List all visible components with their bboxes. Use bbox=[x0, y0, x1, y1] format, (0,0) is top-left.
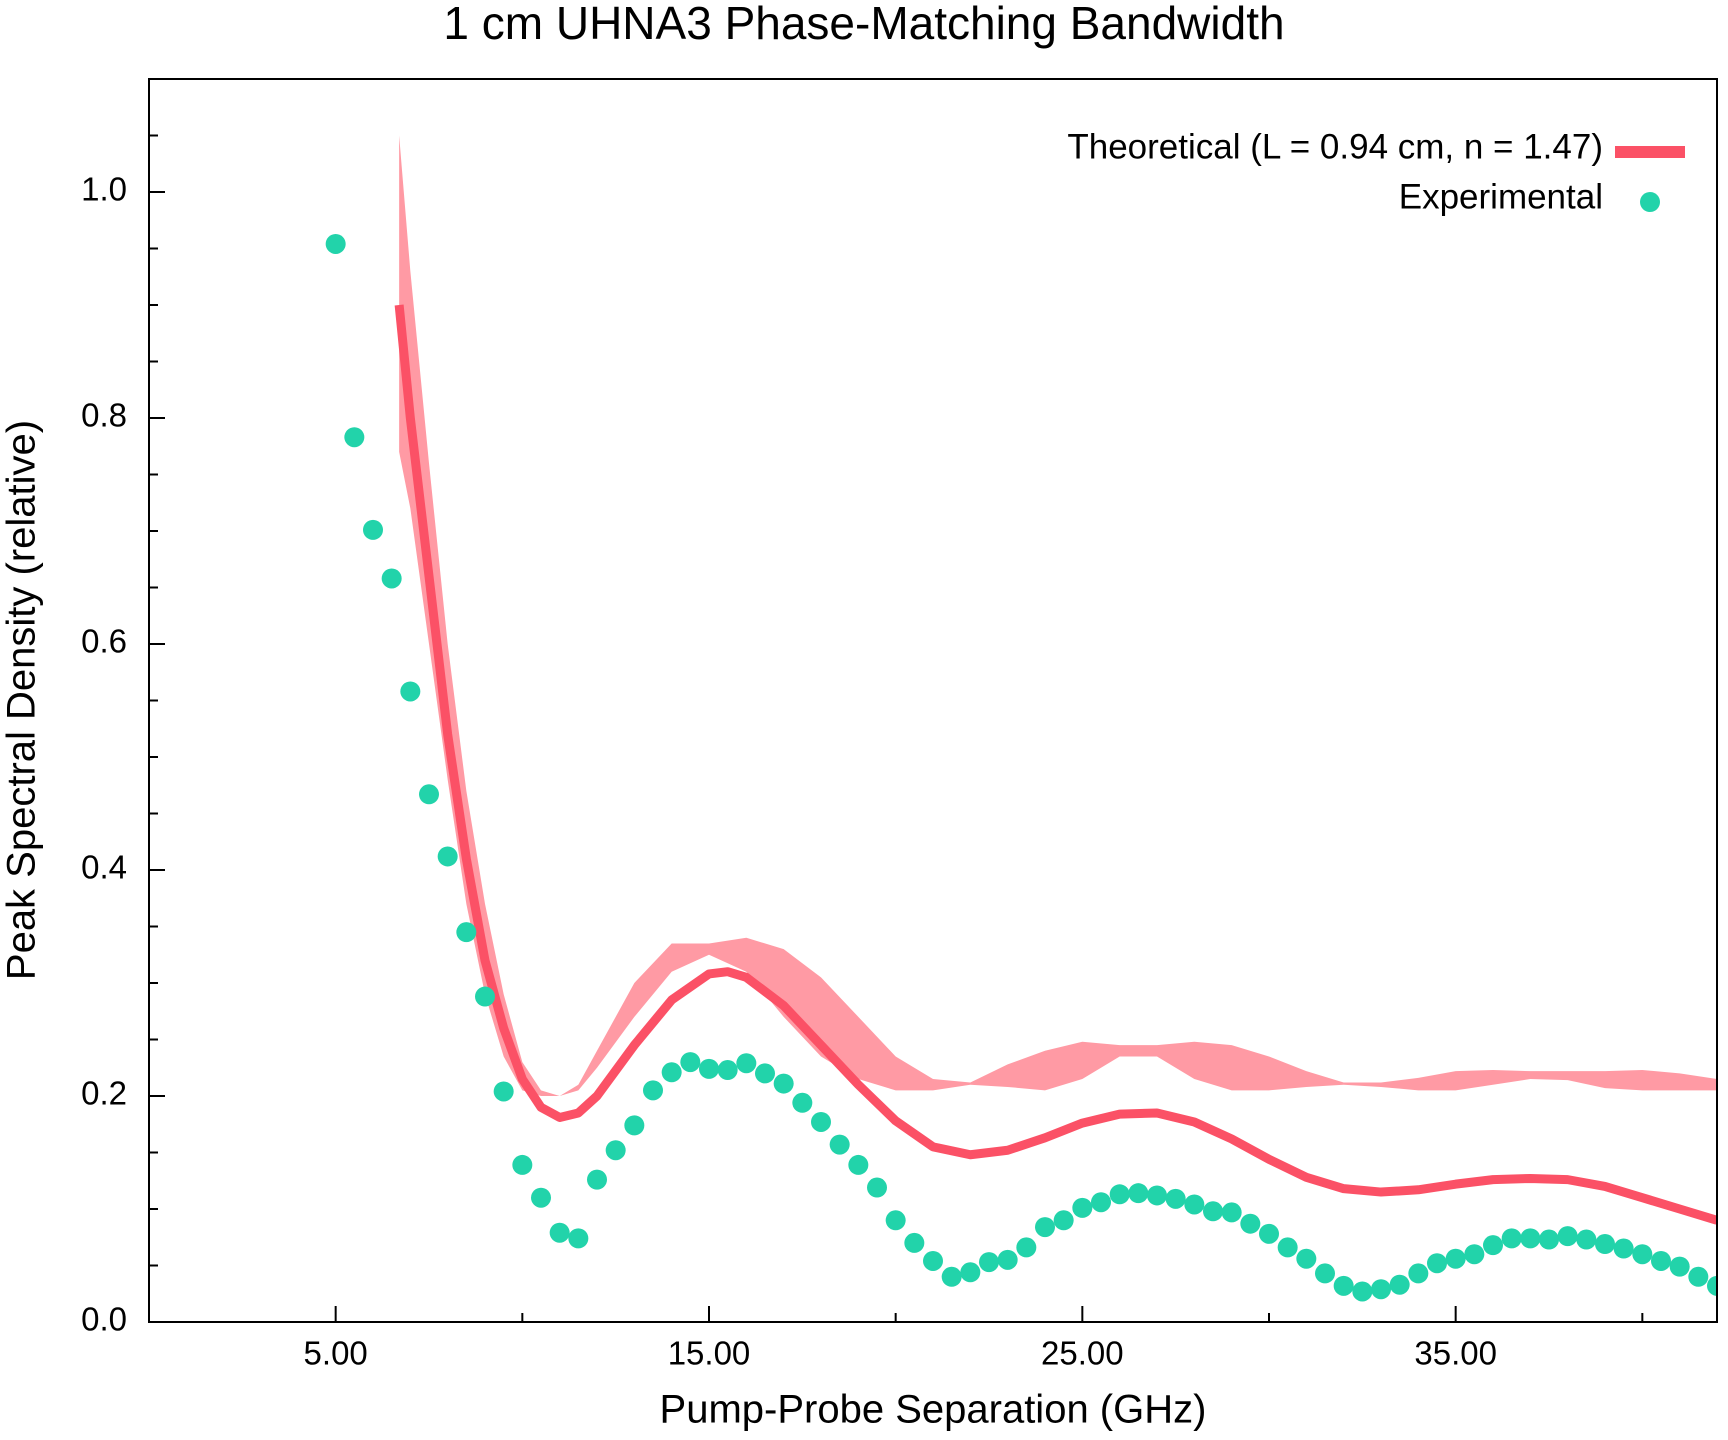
data-point bbox=[1371, 1279, 1391, 1300]
data-point bbox=[1445, 1248, 1466, 1269]
y-tick-label: 1.0 bbox=[81, 171, 127, 208]
data-point bbox=[325, 233, 346, 254]
band-layer bbox=[399, 135, 1717, 1096]
data-point bbox=[1016, 1237, 1037, 1258]
data-point bbox=[1184, 1194, 1205, 1215]
x-tick-label: 15.00 bbox=[668, 1335, 751, 1372]
data-point bbox=[680, 1052, 701, 1073]
data-point bbox=[923, 1250, 943, 1271]
data-point bbox=[1053, 1210, 1074, 1231]
data-point bbox=[829, 1134, 850, 1155]
data-point bbox=[1296, 1248, 1317, 1269]
y-tick-label: 0.0 bbox=[81, 1301, 127, 1338]
data-point bbox=[811, 1111, 831, 1132]
data-point bbox=[755, 1063, 775, 1084]
y-tick-label: 0.8 bbox=[81, 397, 127, 434]
data-point bbox=[475, 986, 495, 1007]
data-point bbox=[1035, 1217, 1055, 1238]
data-point bbox=[1632, 1244, 1653, 1265]
x-axis-label: Pump-Probe Separation (GHz) bbox=[660, 1388, 1207, 1432]
data-point bbox=[1128, 1183, 1149, 1204]
data-point bbox=[1352, 1281, 1373, 1302]
data-point bbox=[1613, 1238, 1634, 1259]
data-point bbox=[1427, 1253, 1447, 1274]
data-point bbox=[997, 1249, 1018, 1270]
data-point bbox=[363, 519, 383, 540]
data-point bbox=[624, 1115, 645, 1136]
data-point bbox=[1315, 1263, 1335, 1284]
x-tick-label: 5.00 bbox=[304, 1335, 368, 1372]
theory-line bbox=[394, 304, 1717, 1225]
data-point bbox=[587, 1169, 607, 1190]
data-point bbox=[1669, 1256, 1690, 1277]
data-point bbox=[1333, 1275, 1354, 1296]
data-point bbox=[960, 1262, 981, 1283]
data-point bbox=[867, 1177, 887, 1198]
data-point bbox=[717, 1060, 738, 1081]
data-point bbox=[419, 784, 439, 805]
data-point bbox=[1072, 1197, 1093, 1218]
data-point bbox=[1091, 1192, 1111, 1213]
data-point bbox=[1539, 1229, 1559, 1250]
data-point bbox=[531, 1187, 551, 1208]
band bbox=[399, 135, 1717, 1096]
data-point bbox=[400, 681, 421, 702]
data-point bbox=[1389, 1274, 1410, 1295]
data-point bbox=[1576, 1229, 1597, 1250]
legend-label: Theoretical (L = 0.94 cm, n = 1.47) bbox=[1067, 127, 1603, 166]
data-point bbox=[1595, 1234, 1615, 1255]
data-point bbox=[904, 1232, 925, 1253]
y-tick-label: 0.2 bbox=[81, 1075, 127, 1112]
data-point bbox=[979, 1252, 999, 1273]
data-point bbox=[1277, 1237, 1298, 1258]
data-point bbox=[493, 1081, 514, 1102]
data-point bbox=[605, 1140, 626, 1161]
data-point bbox=[1203, 1201, 1223, 1222]
data-point bbox=[643, 1080, 663, 1101]
data-point bbox=[1501, 1228, 1522, 1249]
data-point bbox=[568, 1228, 589, 1249]
data-point bbox=[1408, 1263, 1429, 1284]
data-point bbox=[699, 1058, 719, 1079]
data-point bbox=[549, 1222, 570, 1243]
data-point bbox=[1147, 1185, 1167, 1206]
data-point bbox=[941, 1266, 962, 1287]
data-layer bbox=[325, 233, 1717, 1302]
chart-title: 1 cm UHNA3 Phase-Matching Bandwidth bbox=[443, 0, 1284, 49]
x-tick-label: 25.00 bbox=[1041, 1335, 1124, 1372]
data-point bbox=[437, 846, 458, 867]
data-point bbox=[1483, 1235, 1503, 1256]
plot-frame bbox=[148, 78, 1718, 1323]
data-point bbox=[736, 1053, 757, 1074]
data-point bbox=[1464, 1244, 1485, 1265]
data-point bbox=[1240, 1213, 1261, 1234]
data-point bbox=[1707, 1275, 1717, 1296]
x-tick-label: 35.00 bbox=[1414, 1335, 1497, 1372]
legend-label: Experimental bbox=[1399, 177, 1603, 216]
data-point bbox=[1221, 1202, 1242, 1223]
data-point bbox=[1259, 1223, 1279, 1244]
y-axis-label: Peak Spectral Density (relative) bbox=[0, 420, 44, 980]
data-point bbox=[1651, 1250, 1671, 1271]
data-point bbox=[1109, 1184, 1130, 1205]
data-point bbox=[1557, 1226, 1578, 1247]
y-tick-label: 0.6 bbox=[81, 623, 127, 660]
data-point bbox=[1165, 1188, 1186, 1209]
data-point bbox=[344, 427, 365, 448]
y-tick-label: 0.4 bbox=[81, 849, 127, 886]
data-point bbox=[381, 568, 402, 589]
data-point bbox=[661, 1062, 682, 1083]
data-point bbox=[1688, 1266, 1709, 1287]
data-point bbox=[848, 1154, 869, 1175]
legend-swatch bbox=[1640, 192, 1660, 212]
data-point bbox=[792, 1092, 813, 1113]
data-point bbox=[885, 1210, 906, 1231]
data-point bbox=[456, 922, 477, 943]
data-point bbox=[512, 1154, 533, 1175]
data-point bbox=[773, 1073, 794, 1094]
data-point bbox=[1520, 1228, 1541, 1249]
